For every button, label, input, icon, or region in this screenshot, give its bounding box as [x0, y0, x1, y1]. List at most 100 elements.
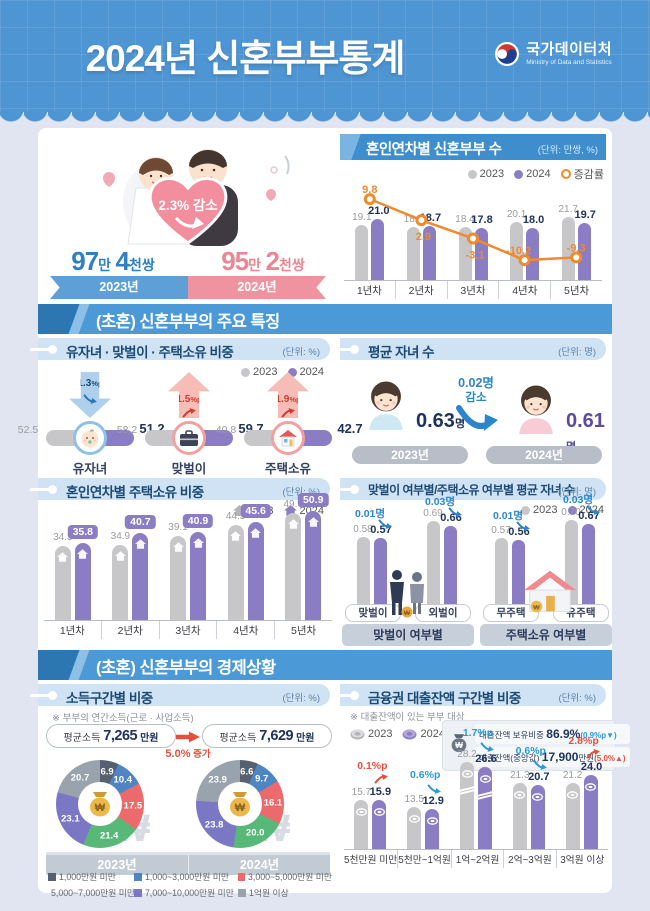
hero-value-2023: 97만 4천쌍 — [71, 246, 155, 276]
svg-text:9.8: 9.8 — [362, 184, 377, 196]
change-label: 0.1%p — [357, 759, 388, 772]
group-label-bar: 주택소유 여부별 — [480, 624, 612, 646]
group-label-bar: 맞벌이 여부별 — [342, 624, 474, 646]
legend-item: 2023 — [467, 168, 504, 180]
slice-label: 20.7 — [70, 772, 90, 784]
value-2023: 13.5 — [404, 794, 424, 806]
legend-square-icon — [238, 872, 246, 881]
item-pill: 무주택 — [483, 604, 539, 622]
bar — [407, 807, 422, 849]
coin-icon — [373, 807, 385, 816]
ribbon-2024: 2024년 — [188, 276, 326, 299]
coin-icon — [585, 782, 597, 791]
child-icon — [369, 381, 403, 430]
change-label: 0.6%p — [410, 769, 441, 781]
legend-item: 1,000~3,000만원 미만 — [134, 870, 238, 883]
change-arrow: 1.5%p — [168, 372, 210, 418]
money-bag-icon-wrap: ₩ — [448, 732, 470, 759]
value-2024: 18.0 — [522, 213, 545, 226]
chart-legend: 2023 2024 증감률 — [467, 166, 604, 182]
legend-item: 2024 — [287, 366, 324, 378]
agency-name: 국가데이터처 — [526, 41, 612, 59]
donut-hole: ₩ — [78, 782, 122, 826]
axis-label: 4년차 — [498, 281, 550, 299]
trend-arrow-icon — [378, 519, 392, 530]
value-2024: 35.8 — [67, 525, 99, 540]
coin-icon — [532, 792, 544, 801]
slice-label: 20.0 — [245, 827, 265, 839]
legend-square-icon — [134, 872, 142, 881]
bar — [371, 219, 385, 280]
axis-label: 5천만~1억원 — [397, 850, 451, 868]
value-2024: 15.9 — [369, 785, 392, 798]
change-arrow: 1.9%p — [267, 372, 309, 418]
value-2023: 49.6 — [283, 499, 303, 511]
bullet-icon — [350, 485, 359, 494]
house-icon — [57, 552, 69, 562]
axis-label: 5년차 — [550, 281, 602, 299]
axis-label: 3년차 — [446, 281, 499, 299]
chart-couples-by-marriage-year: 혼인연차별 신혼부부 수 (단위: 만쌍, %) 2023 2024 증감률 19.… — [340, 134, 606, 300]
subsection-header: 소득구간별 비중 (단위: %) — [30, 684, 330, 706]
chart-legend: 1,000만원 미만 1,000~3,000만원 미만 3,000~5,000만원 … — [48, 870, 332, 899]
bar — [285, 513, 302, 620]
axis-label: 3억원 이상 — [555, 850, 608, 868]
bar — [577, 222, 591, 280]
value-2023: 0.70 — [561, 507, 581, 518]
wedding-couple-illustration: 2.3% 감소 — [103, 149, 290, 246]
value-2023: 21.2 — [562, 770, 583, 782]
legend-dot-icon — [514, 169, 524, 179]
unit-label: (단위: %) — [282, 347, 320, 358]
ratio-label: 주택소유 — [264, 462, 312, 476]
bar — [247, 521, 264, 620]
bar — [422, 225, 436, 280]
change-label: 0.6%p — [515, 744, 546, 757]
content-panel: 2.3% 감소 97만 4천쌍 95만 2천쌍 2023년 2024년 — [18, 128, 630, 898]
trend-arrow-icon — [480, 741, 494, 752]
coin-icon — [426, 817, 438, 825]
legend-dot-icon — [467, 169, 477, 179]
bar — [54, 546, 71, 620]
briefcase-icon — [180, 429, 198, 446]
axis-label: 2년차 — [100, 621, 159, 639]
legend-item: 3,000~5,000만원 미만 — [238, 870, 332, 883]
axis-label: 2억~3억원 — [503, 850, 555, 868]
ratio-label: 맞벌이 — [171, 462, 207, 476]
house-icon — [250, 528, 262, 538]
value-2024: 12.9 — [422, 795, 444, 807]
legend-item: 2023 — [521, 504, 558, 516]
right-arrow-icon — [176, 731, 200, 743]
year-pill-2023: 2023년 — [352, 446, 468, 464]
hero-change-badge: 2.3% 감소 — [158, 197, 218, 213]
trend-arrow-icon — [448, 506, 462, 517]
money-bag-icon: ₩ — [451, 734, 467, 753]
avg-income-2024-box: 평균소득 7,629 만원 — [202, 724, 332, 748]
subsection-header: 맞벌이 여부별/주택소유 여부별 평균 자녀 수 (단위: 명) — [332, 478, 606, 500]
slice-label: 16.1 — [263, 797, 283, 809]
axis-label: 5천만원 미만 — [344, 855, 398, 866]
pedestal-year: 2024년 — [188, 855, 330, 875]
value-2023: 40.8 — [215, 424, 237, 436]
chart-average-children: 평균 자녀 수 (단위: 명) 0.63명0.61명2023년2024년0.02… — [332, 338, 612, 474]
bar — [565, 783, 580, 849]
coin-icon — [355, 808, 367, 817]
pedestal: 2023년 2024년 — [46, 852, 330, 875]
legend-item: 1,000만원 미만 — [48, 870, 134, 883]
x-axis: 1년차 2년차 3년차 4년차 5년차 — [44, 620, 332, 639]
chart-legend: 2023 2024 — [241, 366, 324, 378]
chart-header: 혼인연차별 신혼부부 수 (단위: 만쌍, %) — [340, 134, 606, 160]
bar — [476, 766, 494, 849]
value-2024: 17.8 — [471, 214, 493, 227]
increase-arrow-icon — [176, 730, 200, 748]
agency-logo: 국가데이터처 Ministry of Data and Statistics — [495, 42, 612, 66]
value-2024: 42.7 — [337, 421, 363, 436]
pedestal-year: 2023년 — [97, 858, 137, 872]
bar — [190, 532, 206, 620]
x-axis: 5천만원 미만 5천만~1억원 1억~2억원 2억~3억원 3억원 이상 — [344, 849, 608, 868]
ratio-icon-circle — [271, 421, 305, 455]
value-2023: 0.69 — [423, 508, 443, 520]
value-2023: 21.3 — [510, 769, 530, 781]
value-2024: 26.6 — [475, 752, 497, 765]
bar — [406, 227, 420, 280]
bar — [561, 217, 575, 280]
